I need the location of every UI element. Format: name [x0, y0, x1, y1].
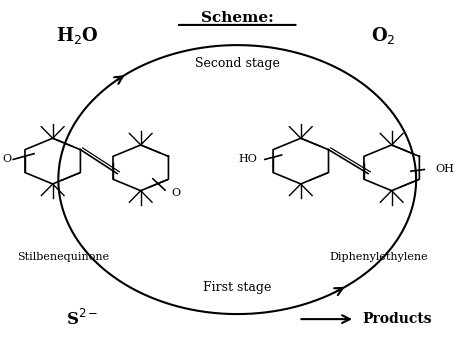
Text: S$^{2-}$: S$^{2-}$: [66, 309, 98, 329]
Text: HO: HO: [238, 154, 257, 164]
Text: Scheme:: Scheme:: [201, 12, 273, 25]
Text: O: O: [2, 154, 12, 164]
Text: Second stage: Second stage: [195, 57, 280, 70]
Text: Products: Products: [363, 312, 432, 326]
Text: O: O: [171, 188, 180, 198]
Text: OH: OH: [436, 164, 455, 175]
Text: O$_2$: O$_2$: [371, 24, 395, 45]
Text: Diphenylethylene: Diphenylethylene: [329, 252, 428, 262]
Text: Stilbenequinone: Stilbenequinone: [17, 252, 109, 262]
Text: First stage: First stage: [203, 281, 272, 294]
Text: H$_2$O: H$_2$O: [56, 24, 99, 45]
